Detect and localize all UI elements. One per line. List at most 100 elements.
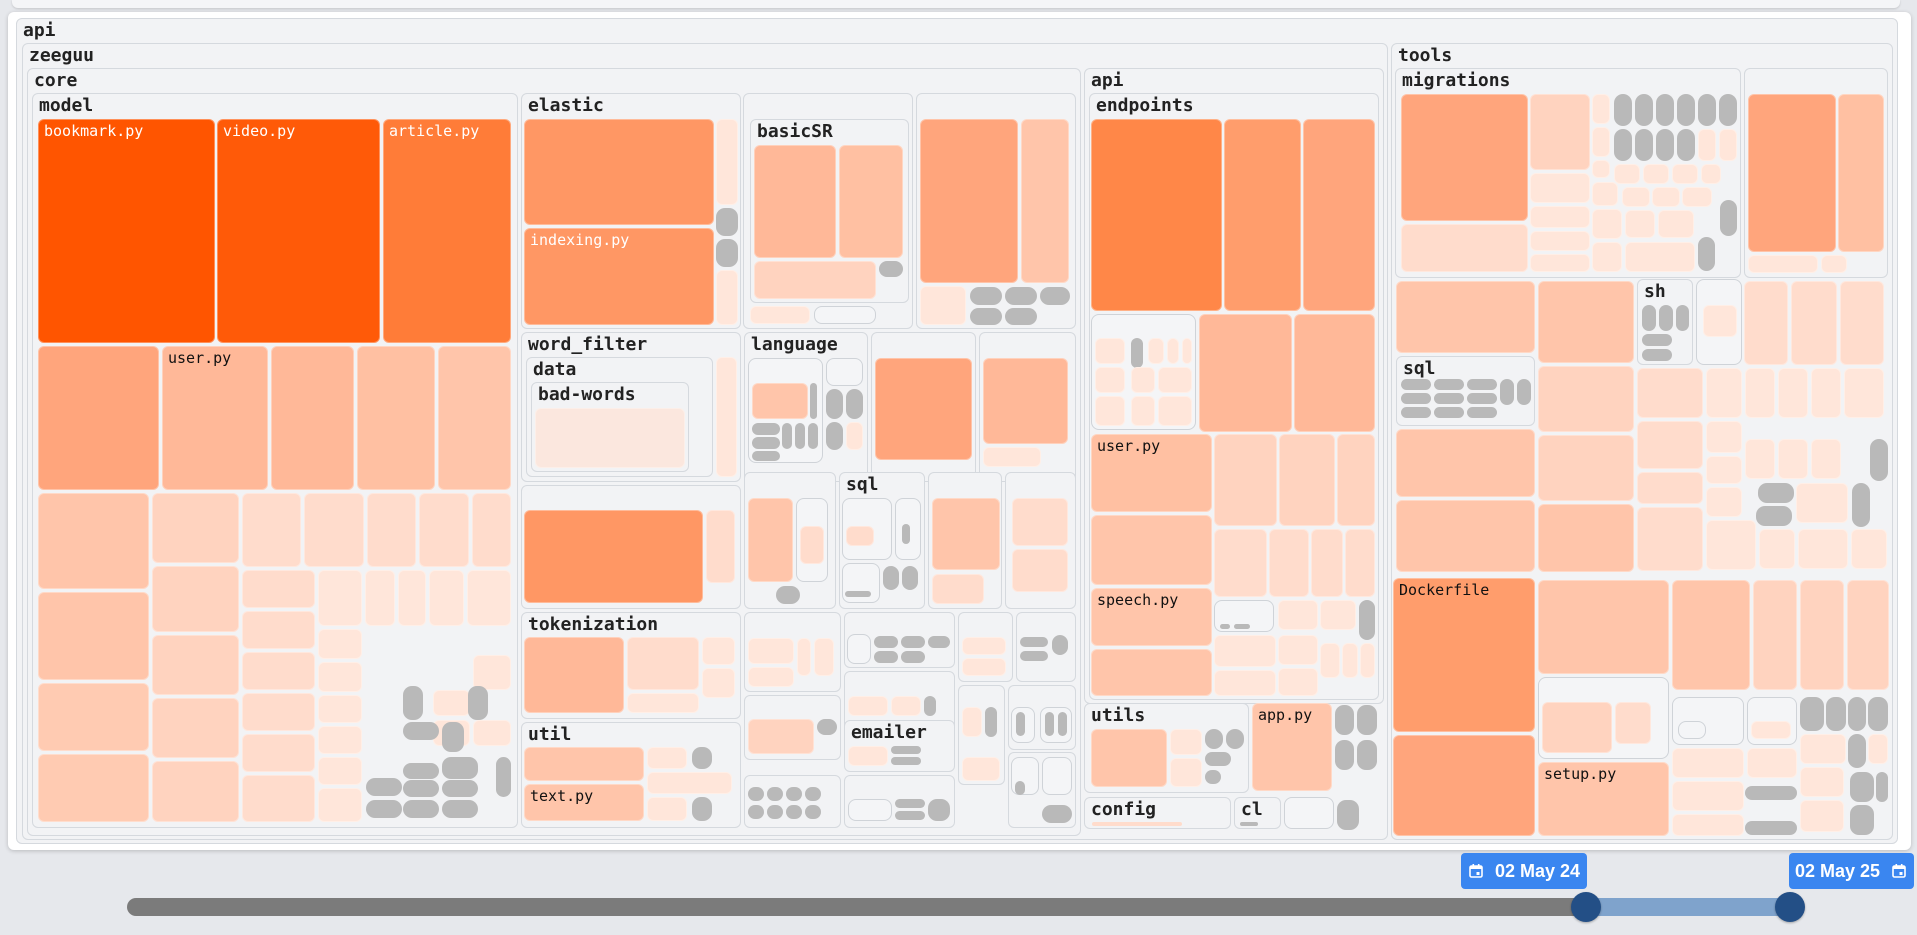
file-ep-c[interactable]: [1303, 119, 1375, 311]
file-model-k[interactable]: [152, 635, 239, 695]
file-tools-t[interactable]: [1637, 472, 1703, 504]
file-u4-a[interactable]: [983, 358, 1068, 444]
file-model-i[interactable]: [152, 493, 239, 563]
tiny-file[interactable]: [1642, 334, 1672, 346]
file-tools-ah[interactable]: [1753, 580, 1797, 690]
file-u11-a[interactable]: [962, 637, 1006, 655]
file-tok-e[interactable]: [702, 668, 735, 698]
tiny-file[interactable]: [748, 805, 764, 819]
tiny-file[interactable]: [902, 566, 918, 590]
tiny-file[interactable]: [1220, 624, 1230, 629]
tiny-file[interactable]: [442, 800, 478, 818]
tiny-file[interactable]: [752, 451, 780, 461]
tiny-file[interactable]: [1434, 407, 1464, 418]
file-u15-a[interactable]: [962, 707, 982, 737]
file-elastic-c[interactable]: [716, 270, 738, 325]
tiny-file[interactable]: [1359, 600, 1375, 640]
file-ep-k[interactable]: [1269, 529, 1309, 597]
tiny-file[interactable]: [1015, 781, 1025, 795]
file-mig-w[interactable]: [1658, 210, 1694, 238]
file-model-l[interactable]: [152, 698, 239, 758]
file-indexing[interactable]: indexing.py: [524, 228, 714, 325]
tiny-file[interactable]: [1052, 635, 1068, 655]
file-model-q[interactable]: [419, 493, 469, 567]
tiny-file[interactable]: [752, 437, 780, 449]
tiny-file[interactable]: [748, 787, 764, 801]
tiny-file[interactable]: [782, 423, 792, 449]
tiny-file[interactable]: [1852, 483, 1870, 527]
tiny-file[interactable]: [1401, 393, 1431, 404]
file-elastic-a[interactable]: [524, 119, 714, 225]
tiny-file[interactable]: [1642, 305, 1656, 331]
file-tools-ag[interactable]: [1672, 580, 1750, 690]
file-tools-ao[interactable]: [1672, 781, 1744, 811]
file-ep-m[interactable]: [1345, 529, 1375, 597]
empty-dir[interactable]: [847, 634, 871, 664]
file-elastic-b[interactable]: [716, 119, 738, 205]
file-model-ac[interactable]: [467, 570, 511, 626]
file-mig-m[interactable]: [1614, 164, 1640, 184]
file-tu3-b[interactable]: [1615, 702, 1651, 744]
tiny-file[interactable]: [928, 799, 950, 821]
tiny-file[interactable]: [403, 722, 439, 740]
file-model-f[interactable]: [38, 592, 149, 680]
file-ep-h[interactable]: [1337, 434, 1375, 526]
file-mig-y[interactable]: [1625, 242, 1695, 272]
file-tools-i[interactable]: [1745, 368, 1775, 418]
tiny-file[interactable]: [692, 747, 712, 769]
file-ep-p[interactable]: [1091, 649, 1212, 696]
tiny-file[interactable]: [1205, 729, 1223, 749]
file-model-m[interactable]: [152, 761, 239, 822]
file-basicsr-b[interactable]: [839, 145, 903, 258]
tiny-file[interactable]: [924, 696, 936, 716]
tiny-file[interactable]: [826, 389, 843, 419]
tiny-file[interactable]: [1234, 624, 1250, 629]
tiny-file[interactable]: [808, 423, 818, 449]
tiny-file[interactable]: [767, 805, 783, 819]
file-ep-sub-j[interactable]: [1158, 396, 1192, 426]
tiny-file[interactable]: [716, 239, 738, 267]
tiny-file[interactable]: [1614, 94, 1632, 126]
tiny-file[interactable]: [970, 287, 1002, 305]
file-tools-aq[interactable]: [1672, 814, 1744, 836]
tiny-file[interactable]: [1868, 697, 1888, 731]
tiny-file[interactable]: [1335, 740, 1354, 770]
tiny-file[interactable]: [1676, 305, 1689, 331]
file-tools-e[interactable]: [1840, 281, 1884, 365]
tiny-file[interactable]: [1720, 200, 1737, 236]
tiny-file[interactable]: [901, 636, 925, 648]
file-setup[interactable]: setup.py: [1538, 762, 1669, 836]
file-u9-a[interactable]: [748, 638, 794, 664]
file-model-ai[interactable]: [318, 788, 362, 822]
tiny-file[interactable]: [1335, 705, 1354, 735]
file-u2-c[interactable]: [920, 286, 966, 325]
tiny-file[interactable]: [1040, 287, 1070, 305]
tiny-file[interactable]: [1698, 237, 1715, 271]
file-tools-o[interactable]: [1637, 421, 1703, 469]
file-mig-u[interactable]: [1592, 209, 1622, 239]
file-ep-f[interactable]: [1214, 434, 1277, 526]
file-u3-a[interactable]: [875, 358, 972, 460]
file-lang-b[interactable]: [846, 422, 863, 450]
tiny-file[interactable]: [1745, 821, 1797, 835]
file-model-r[interactable]: [472, 493, 511, 567]
file-u8-a[interactable]: [1012, 498, 1068, 546]
tiny-file[interactable]: [902, 524, 910, 544]
tiny-file[interactable]: [1357, 740, 1377, 770]
file-tools-d[interactable]: [1791, 281, 1837, 365]
file-u9-d[interactable]: [748, 667, 794, 687]
tiny-file[interactable]: [1092, 822, 1182, 826]
file-grid-bad-words[interactable]: [535, 408, 685, 468]
file-u9-b[interactable]: [797, 638, 811, 676]
file-tools-j[interactable]: [1778, 368, 1808, 418]
tiny-file[interactable]: [776, 586, 800, 604]
file-model-n[interactable]: [242, 493, 301, 567]
file-ep-t[interactable]: [1342, 643, 1358, 678]
tiny-file[interactable]: [692, 797, 712, 821]
tiny-file[interactable]: [1131, 338, 1143, 368]
tiny-file[interactable]: [1614, 129, 1632, 161]
file-text[interactable]: text.py: [524, 784, 644, 821]
file-lang-a[interactable]: [752, 383, 808, 419]
empty-dir[interactable]: [848, 799, 892, 821]
file-tools-n[interactable]: [1538, 435, 1634, 501]
